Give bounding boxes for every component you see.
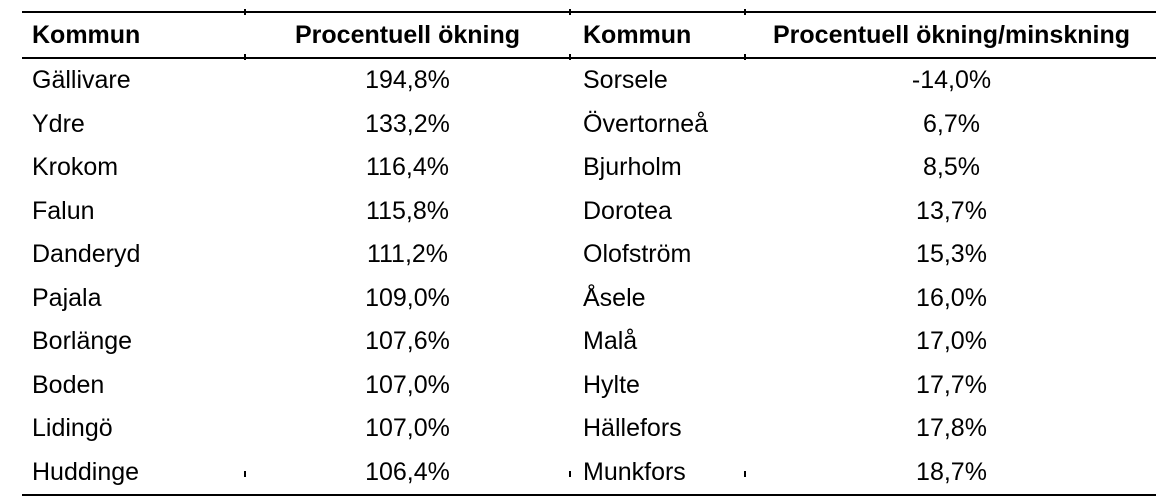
percent-value-cell: 194,8% bbox=[365, 66, 450, 95]
column-border-tick bbox=[569, 54, 571, 60]
kommun-table-wrapper: Kommun Procentuell ökning Kommun Procent… bbox=[22, 9, 1156, 496]
column-header-kommun-right: Kommun bbox=[583, 20, 692, 49]
kommun-cell: Pajala bbox=[32, 283, 102, 312]
column-header-procentuell-okning: Procentuell ökning bbox=[294, 20, 521, 49]
percent-value-cell: 133,2% bbox=[365, 109, 450, 138]
percent-value-cell: 17,0% bbox=[916, 327, 987, 356]
kommun-cell: Boden bbox=[32, 370, 105, 399]
kommun-cell: Falun bbox=[32, 196, 95, 225]
table-row: Huddinge 106,4% Munkfors 18,7% bbox=[22, 451, 1156, 495]
percent-value-cell: 107,0% bbox=[365, 414, 450, 443]
kommun-cell: Bjurholm bbox=[583, 153, 682, 182]
kommun-cell: Munkfors bbox=[583, 457, 686, 486]
percent-value-cell: 107,0% bbox=[365, 370, 450, 399]
column-border-tick bbox=[569, 471, 571, 477]
column-border-tick bbox=[244, 471, 246, 477]
table-row: Pajala 109,0% Åsele 16,0% bbox=[22, 277, 1156, 321]
percent-value-cell: 13,7% bbox=[916, 196, 987, 225]
percent-value-cell: 16,0% bbox=[916, 283, 987, 312]
percent-value-cell: -14,0% bbox=[911, 66, 992, 95]
table-row: Lidingö 107,0% Hällefors 17,8% bbox=[22, 407, 1156, 451]
column-border-tick bbox=[744, 54, 746, 60]
kommun-table: Kommun Procentuell ökning Kommun Procent… bbox=[22, 11, 1156, 496]
kommun-cell: Hällefors bbox=[583, 414, 682, 443]
percent-value-cell: 111,2% bbox=[366, 240, 449, 269]
percent-value-cell: 15,3% bbox=[916, 240, 987, 269]
kommun-cell: Övertorneå bbox=[583, 109, 709, 138]
column-border-tick bbox=[569, 9, 571, 15]
kommun-cell: Åsele bbox=[583, 283, 646, 312]
kommun-cell: Gällivare bbox=[32, 66, 131, 95]
kommun-cell: Huddinge bbox=[32, 457, 140, 486]
percent-value-cell: 6,7% bbox=[923, 109, 980, 138]
kommun-cell: Ydre bbox=[32, 109, 85, 138]
kommun-cell: Hylte bbox=[583, 370, 640, 399]
kommun-cell: Olofström bbox=[583, 240, 692, 269]
kommun-cell: Danderyd bbox=[32, 240, 141, 269]
table-row: Krokom 116,4% Bjurholm 8,5% bbox=[22, 146, 1156, 190]
table-row: Boden 107,0% Hylte 17,7% bbox=[22, 364, 1156, 408]
column-border-tick bbox=[744, 471, 746, 477]
kommun-cell: Krokom bbox=[32, 153, 119, 182]
table-row: Ydre 133,2% Övertorneå 6,7% bbox=[22, 103, 1156, 147]
percent-value-cell: 8,5% bbox=[923, 153, 980, 182]
kommun-cell: Borlänge bbox=[32, 327, 133, 356]
column-border-tick bbox=[744, 9, 746, 15]
percent-value-cell: 109,0% bbox=[365, 283, 450, 312]
kommun-cell: Malå bbox=[583, 327, 638, 356]
percent-value-cell: 17,8% bbox=[916, 414, 987, 443]
percent-value-cell: 116,4% bbox=[366, 153, 449, 182]
column-header-procentuell-okning-minskning: Procentuell ökning/minskning bbox=[773, 20, 1130, 49]
table-row: Falun 115,8% Dorotea 13,7% bbox=[22, 190, 1156, 234]
table-row: Borlänge 107,6% Malå 17,0% bbox=[22, 320, 1156, 364]
percent-value-cell: 107,6% bbox=[365, 327, 450, 356]
percent-value-cell: 18,7% bbox=[916, 457, 987, 486]
column-border-tick bbox=[244, 9, 246, 15]
table-row: Gällivare 194,8% Sorsele -14,0% bbox=[22, 58, 1156, 103]
percent-value-cell: 17,7% bbox=[916, 370, 987, 399]
percent-value-cell: 115,8% bbox=[366, 196, 449, 225]
kommun-cell: Dorotea bbox=[583, 196, 672, 225]
column-border-tick bbox=[244, 54, 246, 60]
kommun-cell: Lidingö bbox=[32, 414, 113, 443]
column-header-kommun-left: Kommun bbox=[32, 20, 141, 49]
table-body: Gällivare 194,8% Sorsele -14,0% Ydre 133,2% Öv… bbox=[22, 58, 1156, 495]
header-row: Kommun Procentuell ökning Kommun Procent… bbox=[22, 12, 1156, 58]
percent-value-cell: 106,4% bbox=[365, 457, 450, 486]
kommun-cell: Sorsele bbox=[583, 66, 668, 95]
table-row: Danderyd 111,2% Olofström 15,3% bbox=[22, 233, 1156, 277]
